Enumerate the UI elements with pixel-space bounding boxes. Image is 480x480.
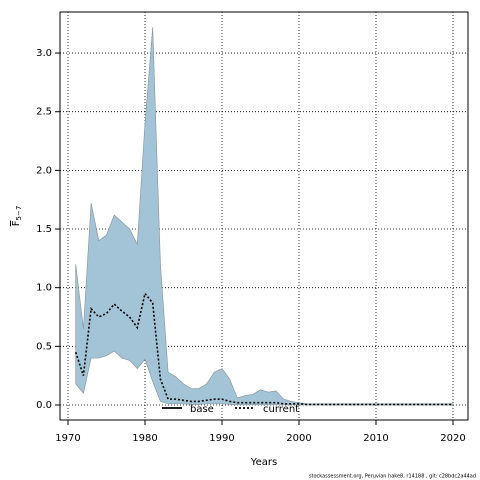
y-tick-label: 1.5 <box>36 224 52 235</box>
x-tick-label: 2010 <box>363 433 388 444</box>
x-tick-label: 2000 <box>286 433 311 444</box>
x-tick-label: 1970 <box>55 433 80 444</box>
legend-label: base <box>190 404 214 415</box>
plot-frame <box>59 11 469 421</box>
legend-label: current <box>263 404 299 415</box>
y-tick-label: 1.0 <box>36 283 52 294</box>
y-label-sub: 5−7 <box>15 206 23 221</box>
x-tick-label: 2020 <box>440 433 465 444</box>
caption: stockassessment.org, Peruvian hake8, r14… <box>309 474 476 480</box>
y-tick-label: 2.5 <box>36 107 52 118</box>
y-label-main: F <box>11 220 22 226</box>
series-line <box>74 291 453 406</box>
x-tick-label: 1990 <box>209 433 234 444</box>
confidence-band <box>75 27 454 406</box>
y-tick-label: 0.0 <box>36 400 52 411</box>
x-tick-label: 1980 <box>132 433 157 444</box>
y-tick-label: 0.5 <box>36 341 52 352</box>
y-tick-label: 3.0 <box>36 48 52 59</box>
x-axis-label: Years <box>250 457 277 468</box>
y-axis-label: F5−7 <box>11 206 23 227</box>
y-tick-label: 2.0 <box>36 165 52 176</box>
